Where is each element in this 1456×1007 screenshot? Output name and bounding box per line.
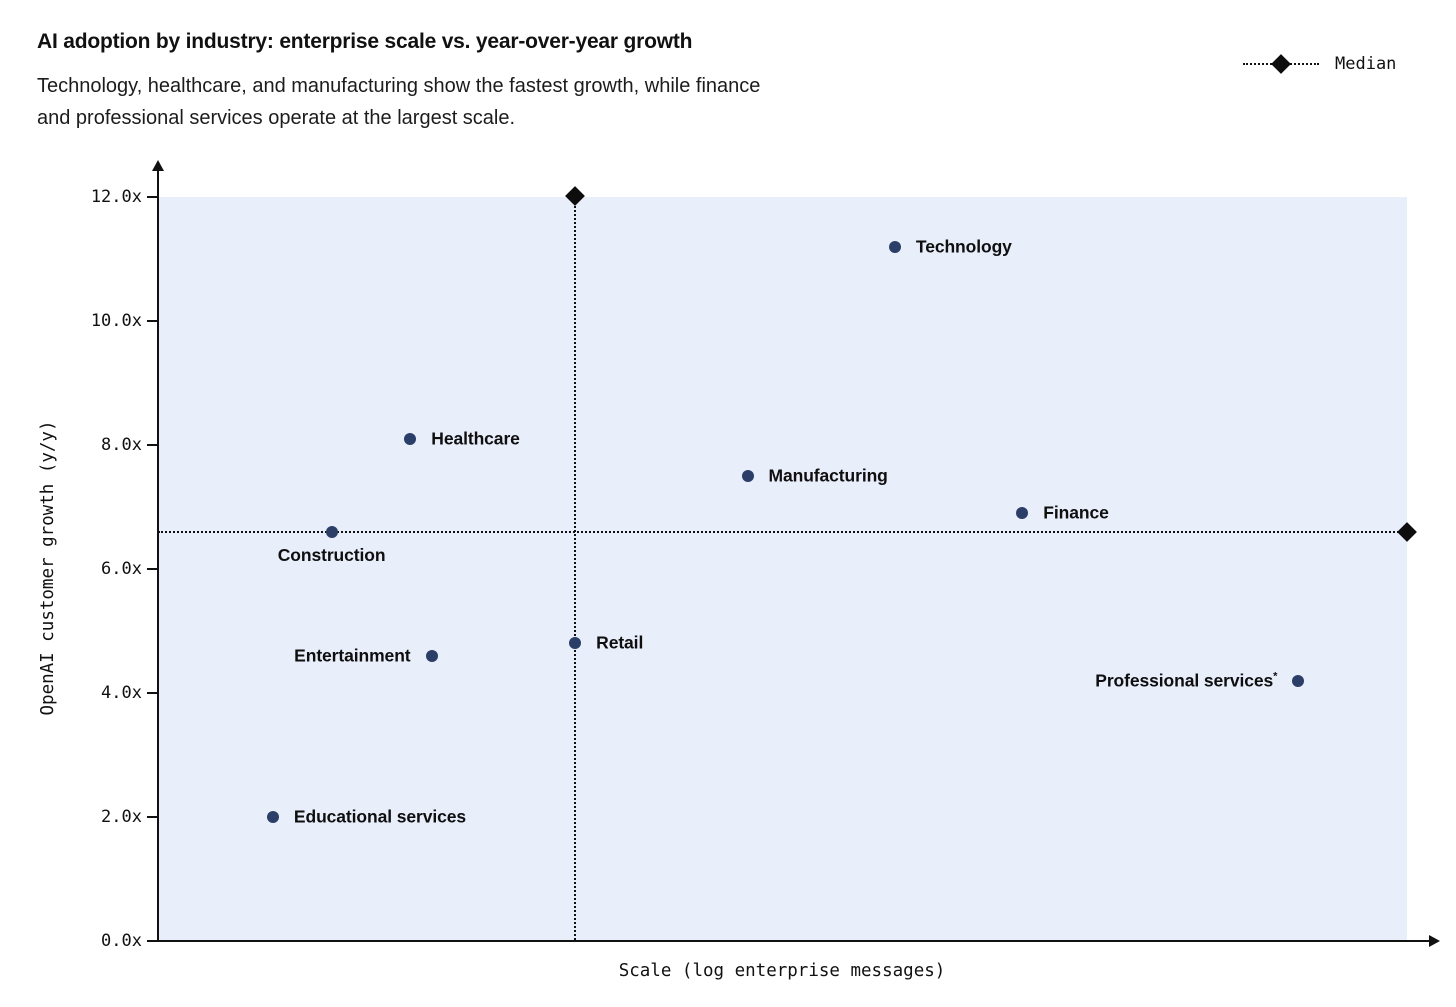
x-axis-line — [152, 940, 1430, 942]
y-axis-tick-label: 0.0x — [101, 930, 142, 951]
data-point-label: Healthcare — [431, 428, 520, 449]
y-axis-arrow-icon — [152, 160, 164, 171]
y-axis-tick-label: 8.0x — [101, 434, 142, 455]
median-horizontal-line — [158, 530, 1407, 533]
data-point-label: Educational services — [293, 806, 467, 827]
y-axis-tick-label: 10.0x — [90, 310, 142, 331]
y-axis-tick-label: 6.0x — [101, 558, 142, 579]
y-axis-tick — [147, 940, 158, 942]
data-point-dot — [1292, 674, 1305, 687]
y-axis-tick — [147, 444, 158, 446]
data-point-dot — [425, 649, 438, 662]
data-point-label: Entertainment — [294, 645, 411, 666]
chart-title: AI adoption by industry: enterprise scal… — [37, 30, 693, 53]
data-point-dot — [404, 432, 417, 445]
legend-label: Median — [1335, 54, 1397, 74]
y-axis-tick — [147, 196, 158, 198]
data-point-label: Professional services* — [1095, 670, 1278, 691]
y-axis-tick — [147, 816, 158, 818]
legend-median-line — [1243, 54, 1319, 74]
chart-subtitle: Technology, healthcare, and manufacturin… — [37, 70, 760, 134]
plot-background — [158, 197, 1407, 941]
data-point-dot — [888, 240, 901, 253]
data-point-dot — [266, 811, 279, 823]
y-axis-tick — [147, 692, 158, 694]
y-axis-tick — [147, 320, 158, 322]
data-point-dot — [569, 637, 582, 650]
y-axis-tick-label: 12.0x — [90, 186, 142, 207]
y-axis-tick — [147, 568, 158, 570]
legend: Median — [1243, 52, 1396, 76]
data-point-dot — [325, 525, 338, 538]
data-point-label: Technology — [915, 236, 1012, 257]
data-point-dot — [741, 470, 754, 482]
data-point-dot — [1016, 507, 1029, 520]
y-axis-line — [157, 171, 159, 942]
chart-subtitle-line-2: and professional services operate at the… — [37, 107, 516, 129]
data-point-label: Manufacturing — [768, 465, 888, 486]
data-point-label: Construction — [277, 544, 386, 565]
y-axis-tick-label: 2.0x — [101, 806, 142, 827]
data-point-label: Finance — [1043, 502, 1109, 523]
chart-subtitle-line-1: Technology, healthcare, and manufacturin… — [37, 75, 761, 97]
data-point-label: Retail — [596, 632, 644, 653]
median-vertical-line — [573, 197, 576, 940]
y-axis-tick-label: 4.0x — [101, 682, 142, 703]
x-axis-arrow-icon — [1429, 935, 1440, 947]
footnote-asterisk: * — [1273, 670, 1278, 683]
x-axis-title: Scale (log enterprise messages) — [618, 961, 946, 981]
